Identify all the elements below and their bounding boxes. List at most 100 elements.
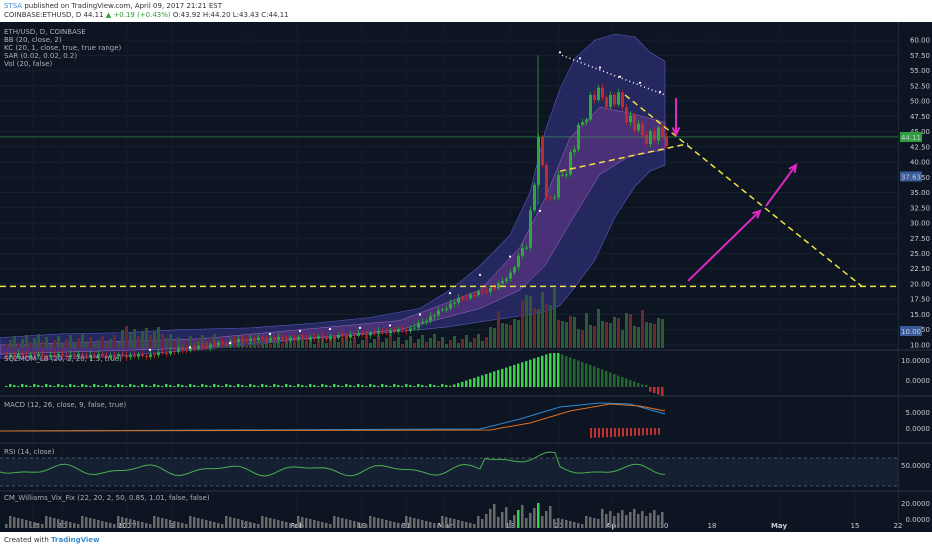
- volume-bar: [481, 341, 484, 348]
- volume-bar: [361, 340, 364, 348]
- vixfix-bar: [101, 521, 104, 528]
- candle-body: [449, 303, 452, 309]
- vixfix-bar: [417, 519, 420, 528]
- sqzmom-bar: [461, 381, 464, 387]
- sar-dot: [638, 81, 642, 84]
- volume-bar: [21, 339, 24, 348]
- candle-body: [433, 315, 436, 317]
- sqzmom-bar: [61, 385, 64, 387]
- vixfix-bar: [85, 517, 88, 528]
- candle-body: [625, 107, 628, 123]
- chart-canvas[interactable]: 60.0057.5055.0052.5050.0047.5045.0042.50…: [0, 0, 932, 532]
- symbol-label[interactable]: COINBASE:ETHUSD, D: [4, 11, 82, 19]
- candle-body: [361, 333, 364, 335]
- last-price: 44.11: [83, 11, 104, 19]
- candle-body: [125, 355, 128, 358]
- vixfix-bar: [481, 519, 484, 528]
- sqzmom-bar: [597, 368, 600, 387]
- sqzmom-bar: [477, 376, 480, 387]
- volume-bar: [549, 305, 552, 348]
- candle-body: [401, 328, 404, 331]
- vixfix-bar: [273, 519, 276, 528]
- sqzmom-bar: [209, 386, 212, 387]
- volume-bar: [425, 342, 428, 348]
- secondary-price-tag-text: 37.63: [901, 173, 921, 181]
- sqzmom-bar: [493, 371, 496, 387]
- candle-body: [629, 115, 632, 123]
- macd-histogram-bar: [642, 428, 644, 436]
- candle-body: [649, 131, 652, 144]
- volume-bar: [37, 334, 40, 348]
- sqzmom-bar: [193, 385, 196, 387]
- volume-bar: [573, 317, 576, 348]
- sqzmom-bar: [481, 375, 484, 387]
- volume-bar: [453, 336, 456, 348]
- sqzmom-bar: [81, 384, 84, 387]
- candle-body: [501, 280, 504, 284]
- candle-body: [369, 332, 372, 336]
- volume-bar: [417, 339, 420, 348]
- candle-body: [341, 335, 344, 337]
- volume-bar: [469, 342, 472, 348]
- vixfix-bar: [205, 520, 208, 528]
- vixfix-bar: [493, 504, 496, 528]
- volume-bar: [157, 327, 160, 348]
- vixfix-bar: [609, 511, 612, 528]
- last-price-tag-text: 44.11: [901, 134, 921, 142]
- vixfix-bar: [173, 521, 176, 528]
- sqzmom-bar: [25, 385, 28, 387]
- candle-body: [465, 298, 468, 300]
- vixfix-bar: [81, 516, 84, 528]
- sqzmom-bar: [353, 386, 356, 387]
- secondary-price-tag: [900, 171, 922, 182]
- vixfix-bar: [549, 506, 552, 528]
- candle-body: [317, 336, 320, 339]
- vixfix-bar: [409, 517, 412, 528]
- vixfix-bar: [285, 522, 288, 528]
- candle-body: [621, 92, 624, 108]
- candle-body: [193, 347, 196, 349]
- volume-bar: [365, 336, 368, 348]
- candle-body: [441, 309, 444, 311]
- volume-bar: [545, 304, 548, 348]
- volume-bar: [337, 342, 340, 348]
- vixfix-bar: [297, 516, 300, 528]
- price-tick-label: 42.50: [910, 143, 930, 151]
- volume-bar: [405, 340, 408, 348]
- sqzmom-bar: [573, 359, 576, 387]
- sqzmom-bar: [429, 384, 432, 387]
- candle-body: [525, 247, 528, 249]
- sar-dot: [448, 292, 452, 295]
- magenta-arrowhead: [671, 126, 681, 137]
- sqzmom-bar: [137, 386, 140, 387]
- volume-bar: [657, 318, 660, 348]
- price-axis[interactable]: [898, 22, 932, 528]
- candle-body: [557, 175, 560, 198]
- vixfix-bar: [589, 517, 592, 528]
- vixfix-bar: [537, 503, 540, 528]
- volume-bar: [41, 341, 44, 348]
- volume-bar: [421, 335, 424, 348]
- sqzmom-bar: [29, 386, 32, 387]
- vixfix-bar: [209, 521, 212, 528]
- candle-body: [357, 333, 360, 336]
- volume-bar: [261, 341, 264, 348]
- volume-bar: [389, 334, 392, 348]
- tradingview-logo[interactable]: TradingView: [51, 536, 100, 544]
- volume-bar: [473, 338, 476, 348]
- vixfix-bar: [257, 524, 260, 528]
- author-link[interactable]: STSA: [4, 2, 23, 10]
- volume-bar: [385, 338, 388, 348]
- volume-bar: [393, 341, 396, 348]
- volume-bar: [557, 320, 560, 348]
- candle-body: [353, 334, 356, 336]
- volume-bar: [633, 326, 636, 348]
- vixfix-bar: [281, 521, 284, 528]
- volume-bar: [653, 324, 656, 348]
- created-with-text: Created with: [4, 536, 49, 544]
- sqzmom-bar: [233, 386, 236, 387]
- sqzmom-bar: [113, 386, 116, 387]
- vixfix-tick: 0.0000: [906, 516, 931, 524]
- macd-histogram-bar: [626, 428, 628, 437]
- candle-body: [257, 337, 260, 341]
